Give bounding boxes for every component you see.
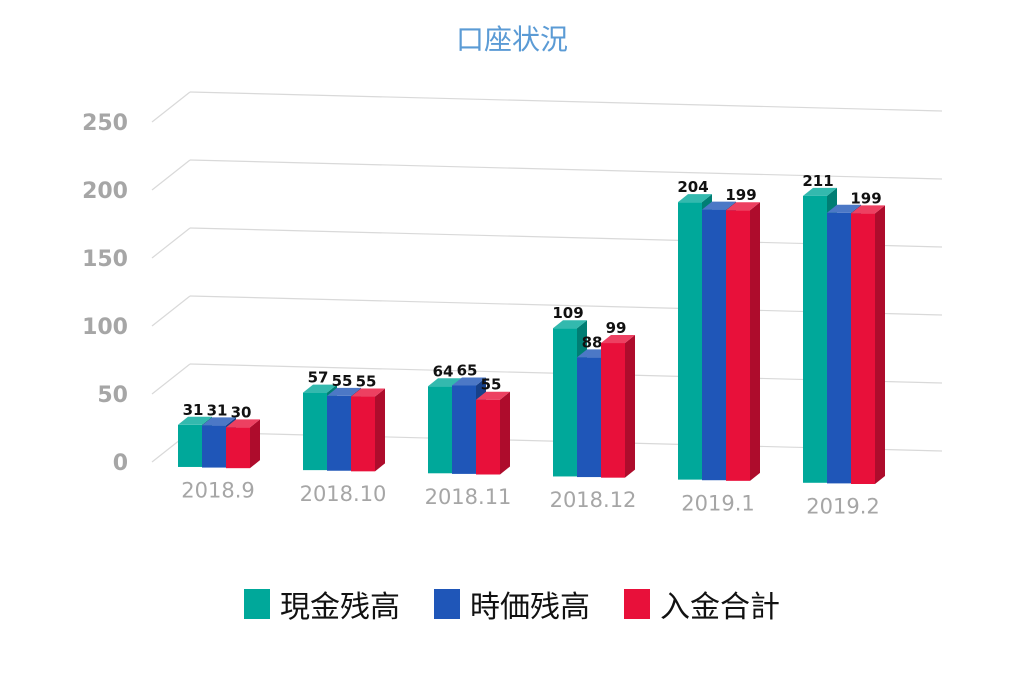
legend-swatch-market	[434, 589, 460, 619]
data-label: 109	[552, 304, 583, 322]
bar-top	[327, 387, 361, 396]
bar-top	[601, 335, 635, 344]
bar	[428, 386, 452, 474]
x-tick-label: 2018.11	[425, 485, 512, 509]
data-label: 55	[356, 373, 377, 391]
bar-side	[625, 335, 635, 478]
bar-top	[428, 378, 462, 387]
x-tick-label: 2018.9	[181, 479, 254, 503]
data-label: 88	[582, 333, 603, 351]
bar	[678, 202, 702, 480]
bar-side	[250, 419, 260, 469]
data-label: 99	[606, 319, 627, 337]
gridline-depth	[151, 295, 191, 327]
data-label: 204	[677, 178, 708, 196]
legend-label-market: 時価残高	[470, 590, 590, 625]
y-tick-label: 150	[82, 247, 128, 272]
bar-top	[452, 377, 486, 386]
bar-side	[750, 202, 760, 481]
bar-top	[553, 320, 587, 329]
data-label: 31	[207, 401, 228, 419]
x-tick-label: 2019.2	[806, 494, 879, 518]
bar-side	[375, 388, 385, 472]
y-tick-label: 0	[113, 451, 128, 476]
gridline-depth	[151, 159, 191, 191]
x-tick-label: 2018.10	[300, 482, 387, 506]
bar-top	[351, 388, 385, 397]
bar-top	[803, 187, 837, 196]
bar-top	[202, 417, 236, 426]
bar-top	[702, 201, 736, 210]
gridline-depth	[151, 363, 191, 395]
bar-top	[678, 194, 712, 203]
bar	[303, 392, 327, 471]
bar	[452, 385, 476, 474]
bar	[577, 357, 601, 478]
bar	[827, 212, 851, 484]
bar-top	[827, 204, 861, 213]
bar-top	[851, 205, 885, 214]
legend-swatch-deposit	[624, 589, 650, 619]
data-label: 211	[802, 172, 833, 190]
legend-item-deposit[interactable]: 入金合計	[624, 582, 780, 626]
bar	[851, 213, 875, 485]
data-label: 31	[183, 401, 204, 419]
legend-item-market[interactable]: 時価残高	[434, 582, 590, 626]
legend-item-cash[interactable]: 現金残高	[244, 582, 400, 626]
bar-top	[178, 416, 212, 425]
bar	[601, 343, 625, 478]
y-tick-label: 100	[82, 315, 128, 340]
gridline	[189, 159, 943, 180]
bar-side	[500, 391, 510, 475]
bar	[476, 399, 500, 475]
chart-legend: 現金残高 時価残高 入金合計	[0, 582, 1024, 626]
data-label: 55	[332, 372, 353, 390]
data-label: 199	[850, 189, 881, 207]
legend-label-deposit: 入金合計	[660, 590, 780, 625]
data-label: 64	[433, 362, 454, 380]
bar	[702, 209, 726, 481]
bar	[226, 427, 250, 469]
legend-label-cash: 現金残高	[280, 590, 400, 625]
data-label: 55	[481, 376, 502, 394]
x-tick-label: 2018.12	[550, 488, 637, 512]
bar	[726, 210, 750, 481]
bar-top	[226, 419, 260, 428]
gridline	[189, 91, 943, 112]
data-label: 57	[308, 369, 329, 387]
bar-top	[726, 202, 760, 211]
gridline-depth	[151, 227, 191, 259]
bar	[327, 395, 351, 471]
y-tick-label: 50	[97, 383, 128, 408]
bar	[202, 425, 226, 468]
y-tick-label: 250	[82, 111, 128, 136]
data-label: 199	[725, 186, 756, 204]
bar-top	[303, 384, 337, 393]
y-tick-label: 200	[82, 179, 128, 204]
bar	[178, 424, 202, 467]
gridline-depth	[151, 91, 191, 123]
legend-swatch-cash	[244, 589, 270, 619]
bar	[803, 195, 827, 483]
x-tick-label: 2019.1	[681, 491, 754, 515]
bar	[553, 328, 577, 477]
chart-title: 口座状況	[455, 23, 568, 56]
bar	[351, 396, 375, 472]
data-label: 30	[231, 403, 252, 421]
bar-side	[875, 205, 885, 485]
bar-top	[476, 391, 510, 400]
data-label: 65	[457, 361, 478, 379]
